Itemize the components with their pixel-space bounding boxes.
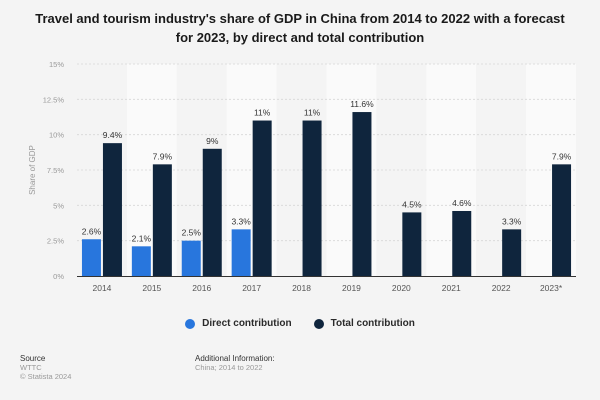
data-label: 9% xyxy=(206,136,219,146)
chart-title-line-1: Travel and tourism industry's share of G… xyxy=(35,11,565,26)
bar-total-contribution xyxy=(302,120,322,277)
bar-total-contribution xyxy=(252,120,272,277)
bar-total-contribution xyxy=(402,212,422,276)
legend-label-total: Total contribution xyxy=(330,318,415,329)
data-label: 9.4% xyxy=(103,130,123,140)
bar-direct-contribution xyxy=(231,229,251,276)
y-tick-label: 2.5% xyxy=(47,237,64,246)
bar-total-contribution xyxy=(502,229,522,276)
data-label: 2.6% xyxy=(82,226,102,236)
data-label: 2.5% xyxy=(182,228,202,238)
y-tick-label: 7.5% xyxy=(47,166,64,175)
legend-marker-direct xyxy=(185,318,196,329)
bar-total-contribution xyxy=(102,143,122,276)
chart-title: Travel and tourism industry's share of G… xyxy=(0,9,600,47)
bar-total-contribution xyxy=(202,148,222,276)
data-label: 11% xyxy=(304,108,321,118)
legend-marker-total xyxy=(313,318,324,329)
x-tick-label: 2020 xyxy=(392,283,411,293)
bar-total-contribution xyxy=(152,164,172,276)
x-tick-label: 2018 xyxy=(292,283,311,293)
bar-total-contribution xyxy=(452,210,472,276)
copyright[interactable]: © Statista 2024 xyxy=(20,372,72,381)
y-tick-label: 10% xyxy=(49,131,64,140)
y-axis-label: Share of GDP xyxy=(28,145,37,195)
data-label: 3.3% xyxy=(231,216,251,226)
bars xyxy=(81,112,572,277)
x-tick-label: 2015 xyxy=(142,283,161,293)
data-label: 11.6% xyxy=(350,99,374,109)
x-tick-label: 2016 xyxy=(192,283,211,293)
bar-direct-contribution xyxy=(131,246,151,276)
legend-item-direct[interactable]: Direct contribution xyxy=(185,318,292,329)
bar-direct-contribution xyxy=(81,239,101,276)
y-tick-label: 12.5% xyxy=(43,95,65,104)
source-heading: Source xyxy=(20,354,46,363)
data-label: 3.3% xyxy=(502,216,522,226)
bar-chart: 0% 2.5% 5% 7.5% 10% 12.5% 15% Share of GDP 2.6… xyxy=(28,60,576,293)
chart-title-line-2: for 2023, by direct and total contributi… xyxy=(175,30,425,45)
legend-label-direct: Direct contribution xyxy=(202,318,292,329)
data-label: 7.9% xyxy=(552,151,572,161)
x-tick-label: 2014 xyxy=(92,283,111,293)
gridlines xyxy=(77,63,576,242)
y-tick-label: 0% xyxy=(53,272,64,281)
legend-item-total[interactable]: Total contribution xyxy=(313,318,415,329)
x-tick-label: 2022 xyxy=(492,283,511,293)
x-tick-label: 2023* xyxy=(540,283,563,293)
additional-info-block: Additional Information: China; 2014 to 2… xyxy=(195,354,275,372)
data-label: 11% xyxy=(254,108,271,118)
legend: Direct contribution Total contribution xyxy=(0,318,600,329)
x-tick-label: 2017 xyxy=(242,283,261,293)
bar-total-contribution xyxy=(552,164,572,276)
y-tick-label: 15% xyxy=(49,60,64,69)
x-tick-label: 2019 xyxy=(342,283,361,293)
additional-info-heading: Additional Information: xyxy=(195,354,275,363)
bar-total-contribution xyxy=(352,112,372,276)
source-name[interactable]: WTTC xyxy=(20,363,42,372)
data-labels: 2.6% 9.4% 2.1% 7.9% 2.5% 9% 3.3% 11% 11% 11.6% 4.5… xyxy=(82,99,572,243)
data-label: 4.6% xyxy=(452,198,472,208)
y-axis-ticks: 0% 2.5% 5% 7.5% 10% 12.5% 15% xyxy=(43,60,65,281)
data-label: 4.5% xyxy=(402,199,422,209)
x-tick-label: 2021 xyxy=(442,283,461,293)
source-block: Source WTTC © Statista 2024 xyxy=(20,354,71,381)
x-axis-ticks: 2014 2015 2016 2017 2018 2019 2020 2021 2022 2023… xyxy=(92,283,562,293)
y-tick-label: 5% xyxy=(53,201,64,210)
bar-direct-contribution xyxy=(181,240,201,276)
data-label: 7.9% xyxy=(153,151,173,161)
data-label: 2.1% xyxy=(132,233,152,243)
additional-info-text: China; 2014 to 2022 xyxy=(195,363,263,372)
